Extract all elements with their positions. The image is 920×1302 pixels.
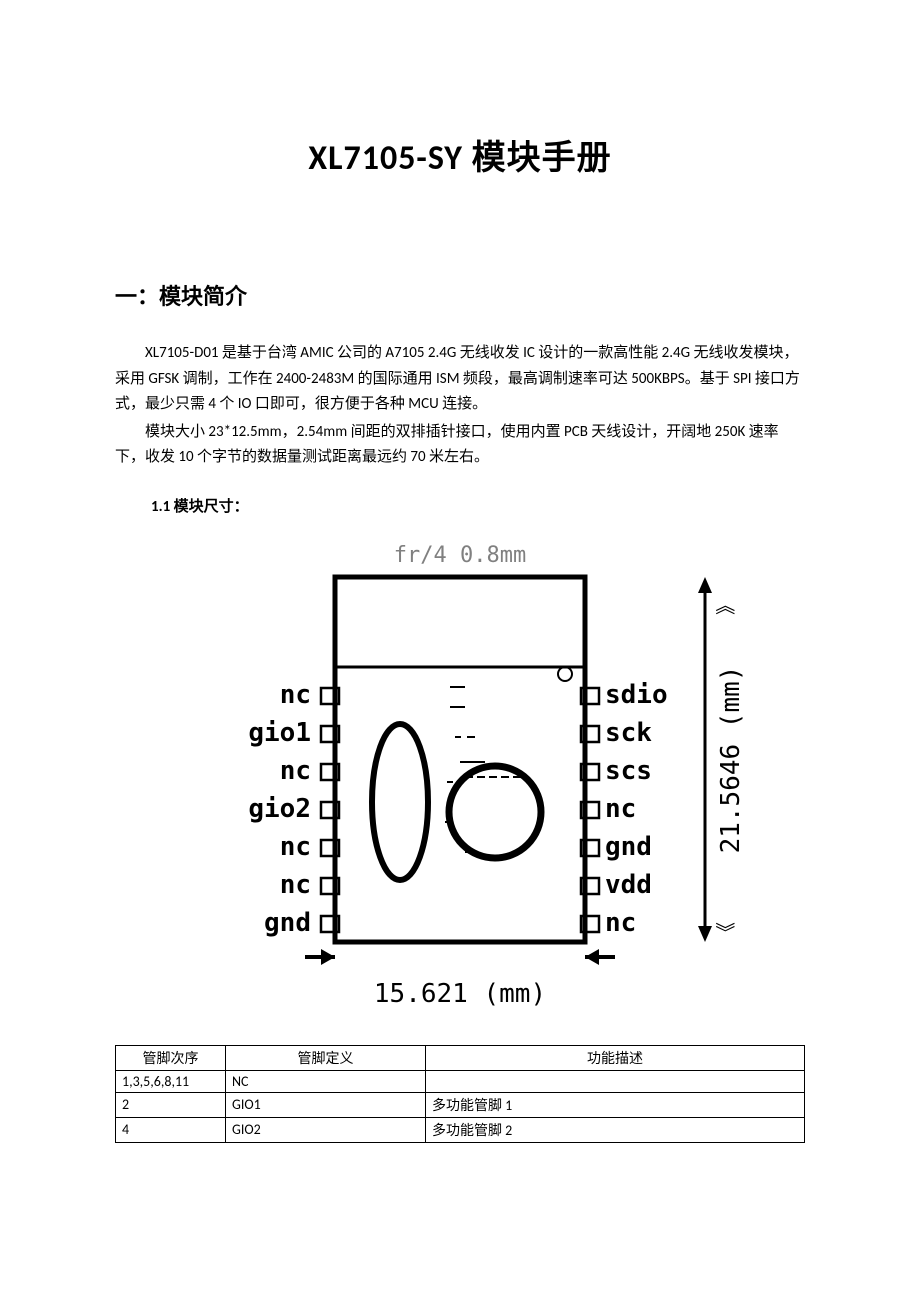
cell-pin-order: 4: [116, 1117, 226, 1142]
svg-text:nc: nc: [280, 832, 311, 862]
section-heading: 一：模块简介: [115, 279, 805, 311]
cell-pin-def: NC: [226, 1070, 426, 1092]
cell-pin-def: GIO1: [226, 1092, 426, 1117]
svg-text:fr/4 0.8mm: fr/4 0.8mm: [394, 543, 526, 568]
cell-pin-def: GIO2: [226, 1117, 426, 1142]
svg-text:nc: nc: [280, 756, 311, 786]
table-row: 2GIO1多功能管脚 1: [116, 1092, 805, 1117]
paragraph-2: 模块大小 23*12.5mm，2.54mm 间距的双排插针接口，使用内置 PCB…: [115, 420, 805, 471]
module-dimension-diagram: fr/4 0.8mm nc sdio gio1 sck nc scs gio2 nc nc gnd n…: [165, 522, 755, 1027]
cell-pin-func: 多功能管脚 1: [426, 1092, 805, 1117]
svg-text:21.5646 (mm): 21.5646 (mm): [716, 665, 746, 853]
svg-text:sck: sck: [605, 718, 652, 748]
svg-text:gnd: gnd: [605, 832, 652, 862]
paragraph-1: XL7105-D01 是基于台湾 AMIC 公司的 A7105 2.4G 无线收…: [115, 341, 805, 418]
th-pin-func: 功能描述: [426, 1045, 805, 1070]
cell-pin-order: 1,3,5,6,8,11: [116, 1070, 226, 1092]
doc-title: XL7105-SY 模块手册: [115, 130, 805, 179]
svg-text:scs: scs: [605, 756, 652, 786]
svg-text:sdio: sdio: [605, 680, 668, 710]
svg-text:gio2: gio2: [248, 794, 311, 824]
cell-pin-func: 多功能管脚 2: [426, 1117, 805, 1142]
pin-definition-table: 管脚次序 管脚定义 功能描述 1,3,5,6,8,11NC2GIO1多功能管脚 …: [115, 1045, 805, 1143]
svg-text:》: 》: [714, 595, 738, 615]
table-row: 1,3,5,6,8,11NC: [116, 1070, 805, 1092]
svg-text:gio1: gio1: [248, 718, 311, 748]
th-pin-def: 管脚定义: [226, 1045, 426, 1070]
svg-text:15.621 (mm): 15.621 (mm): [374, 979, 546, 1009]
svg-text:nc: nc: [280, 680, 311, 710]
cell-pin-order: 2: [116, 1092, 226, 1117]
svg-text:《: 《: [714, 922, 738, 942]
th-pin-order: 管脚次序: [116, 1045, 226, 1070]
table-header-row: 管脚次序 管脚定义 功能描述: [116, 1045, 805, 1070]
svg-text:nc: nc: [605, 794, 636, 824]
svg-text:nc: nc: [280, 870, 311, 900]
svg-text:vdd: vdd: [605, 870, 652, 900]
table-row: 4GIO2多功能管脚 2: [116, 1117, 805, 1142]
subsection-heading: 1.1 模块尺寸：: [151, 495, 805, 516]
cell-pin-func: [426, 1070, 805, 1092]
svg-text:gnd: gnd: [264, 908, 311, 938]
svg-text:nc: nc: [605, 908, 636, 938]
